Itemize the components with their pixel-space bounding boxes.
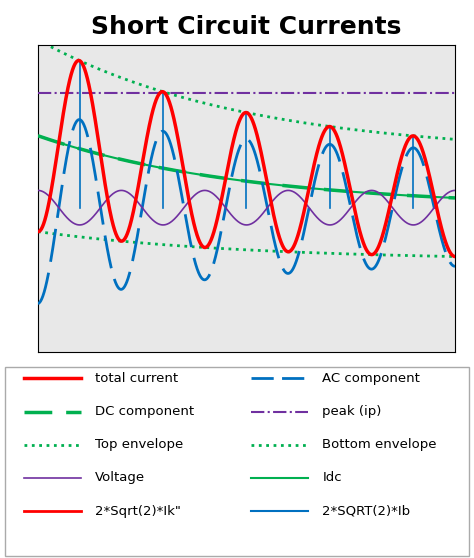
Text: Idc: Idc [322, 472, 342, 484]
Text: DC component: DC component [95, 405, 194, 418]
Text: 2*Sqrt(2)*Ik": 2*Sqrt(2)*Ik" [95, 504, 181, 518]
Text: peak (ip): peak (ip) [322, 405, 382, 418]
Text: AC component: AC component [322, 372, 420, 385]
Title: Short Circuit Currents: Short Circuit Currents [91, 15, 401, 39]
Text: Top envelope: Top envelope [95, 438, 183, 451]
Text: 2*SQRT(2)*Ib: 2*SQRT(2)*Ib [322, 504, 410, 518]
Text: Voltage: Voltage [95, 472, 145, 484]
Text: total current: total current [95, 372, 178, 385]
Text: Bottom envelope: Bottom envelope [322, 438, 437, 451]
